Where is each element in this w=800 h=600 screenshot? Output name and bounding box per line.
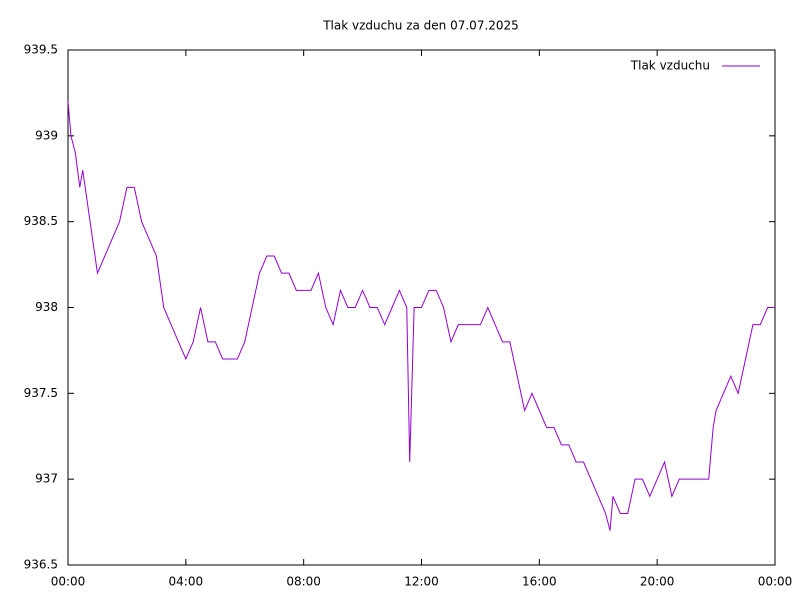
x-tick-label: 08:00 <box>286 575 321 589</box>
data-line <box>67 101 775 531</box>
chart-title: Tlak vzduchu za den 07.07.2025 <box>322 19 519 33</box>
y-tick-label: 938 <box>35 300 58 314</box>
y-tick-label: 936.5 <box>24 558 58 572</box>
y-tick-label: 937 <box>35 472 58 486</box>
x-tick-label: 12:00 <box>404 575 439 589</box>
y-tick-label: 938.5 <box>24 214 58 228</box>
x-tick-label: 00:00 <box>758 575 793 589</box>
y-tick-label: 939 <box>35 128 58 142</box>
x-tick-label: 04:00 <box>169 575 204 589</box>
y-tick-label: 937.5 <box>24 386 58 400</box>
x-tick-label: 00:00 <box>51 575 86 589</box>
x-tick-label: 16:00 <box>522 575 557 589</box>
y-tick-label: 939.5 <box>24 43 58 57</box>
legend-label: Tlak vzduchu <box>630 59 710 73</box>
x-tick-label: 20:00 <box>640 575 675 589</box>
